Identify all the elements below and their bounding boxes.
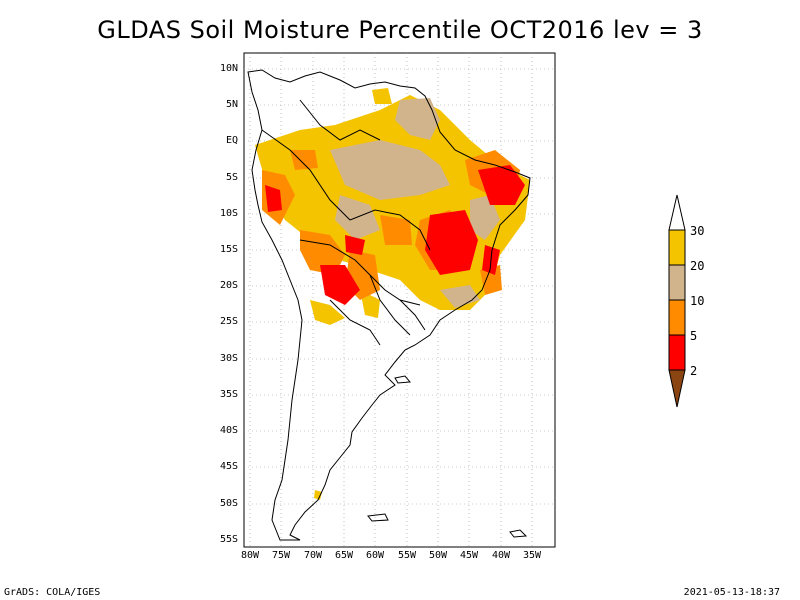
lat-tick-label: 25S [219,316,238,327]
lat-tick-label: 35S [219,389,238,400]
lat-tick-label: EQ [225,135,238,146]
lat-tick-label: 30S [219,353,238,364]
lat-tick-label: 10S [219,208,238,219]
islands [367,375,528,538]
lon-tick-label: 65W [334,550,354,561]
colorbar-label: 30 [690,224,705,238]
lon-tick-label: 75W [271,550,291,561]
lon-tick-label: 50W [428,550,448,561]
lat-tick-label: 20S [219,280,238,291]
lat-tick-label: 15S [219,244,238,255]
lat-tick-label: 45S [219,461,238,472]
lon-tick-label: 55W [397,550,417,561]
colorbar-label: 10 [690,294,705,308]
lat-tick-label: 55S [219,534,238,545]
soil-moisture-shading [255,88,530,500]
colorbar-label: 20 [690,259,705,273]
colorbar-label: 5 [690,329,698,343]
lat-tick-label: 10N [219,63,238,74]
lon-tick-label: 60W [365,550,385,561]
lat-tick-label: 5S [225,172,238,183]
lon-tick-label: 35W [522,550,542,561]
lat-tick-label: 50S [219,498,238,509]
coastline [247,69,531,541]
lon-tick-label: 45W [459,550,479,561]
footer-credit: GrADS: COLA/IGES [4,587,101,598]
lon-tick-label: 70W [303,550,323,561]
lon-tick-label: 40W [491,550,511,561]
colorbar-label: 2 [690,364,698,378]
footer-timestamp: 2021-05-13-18:37 [683,587,780,598]
map-title: GLDAS Soil Moisture Percentile OCT2016 l… [97,16,703,44]
lon-tick-label: 80W [240,550,260,561]
lat-tick-label: 40S [219,425,238,436]
lat-tick-label: 5N [225,99,238,110]
